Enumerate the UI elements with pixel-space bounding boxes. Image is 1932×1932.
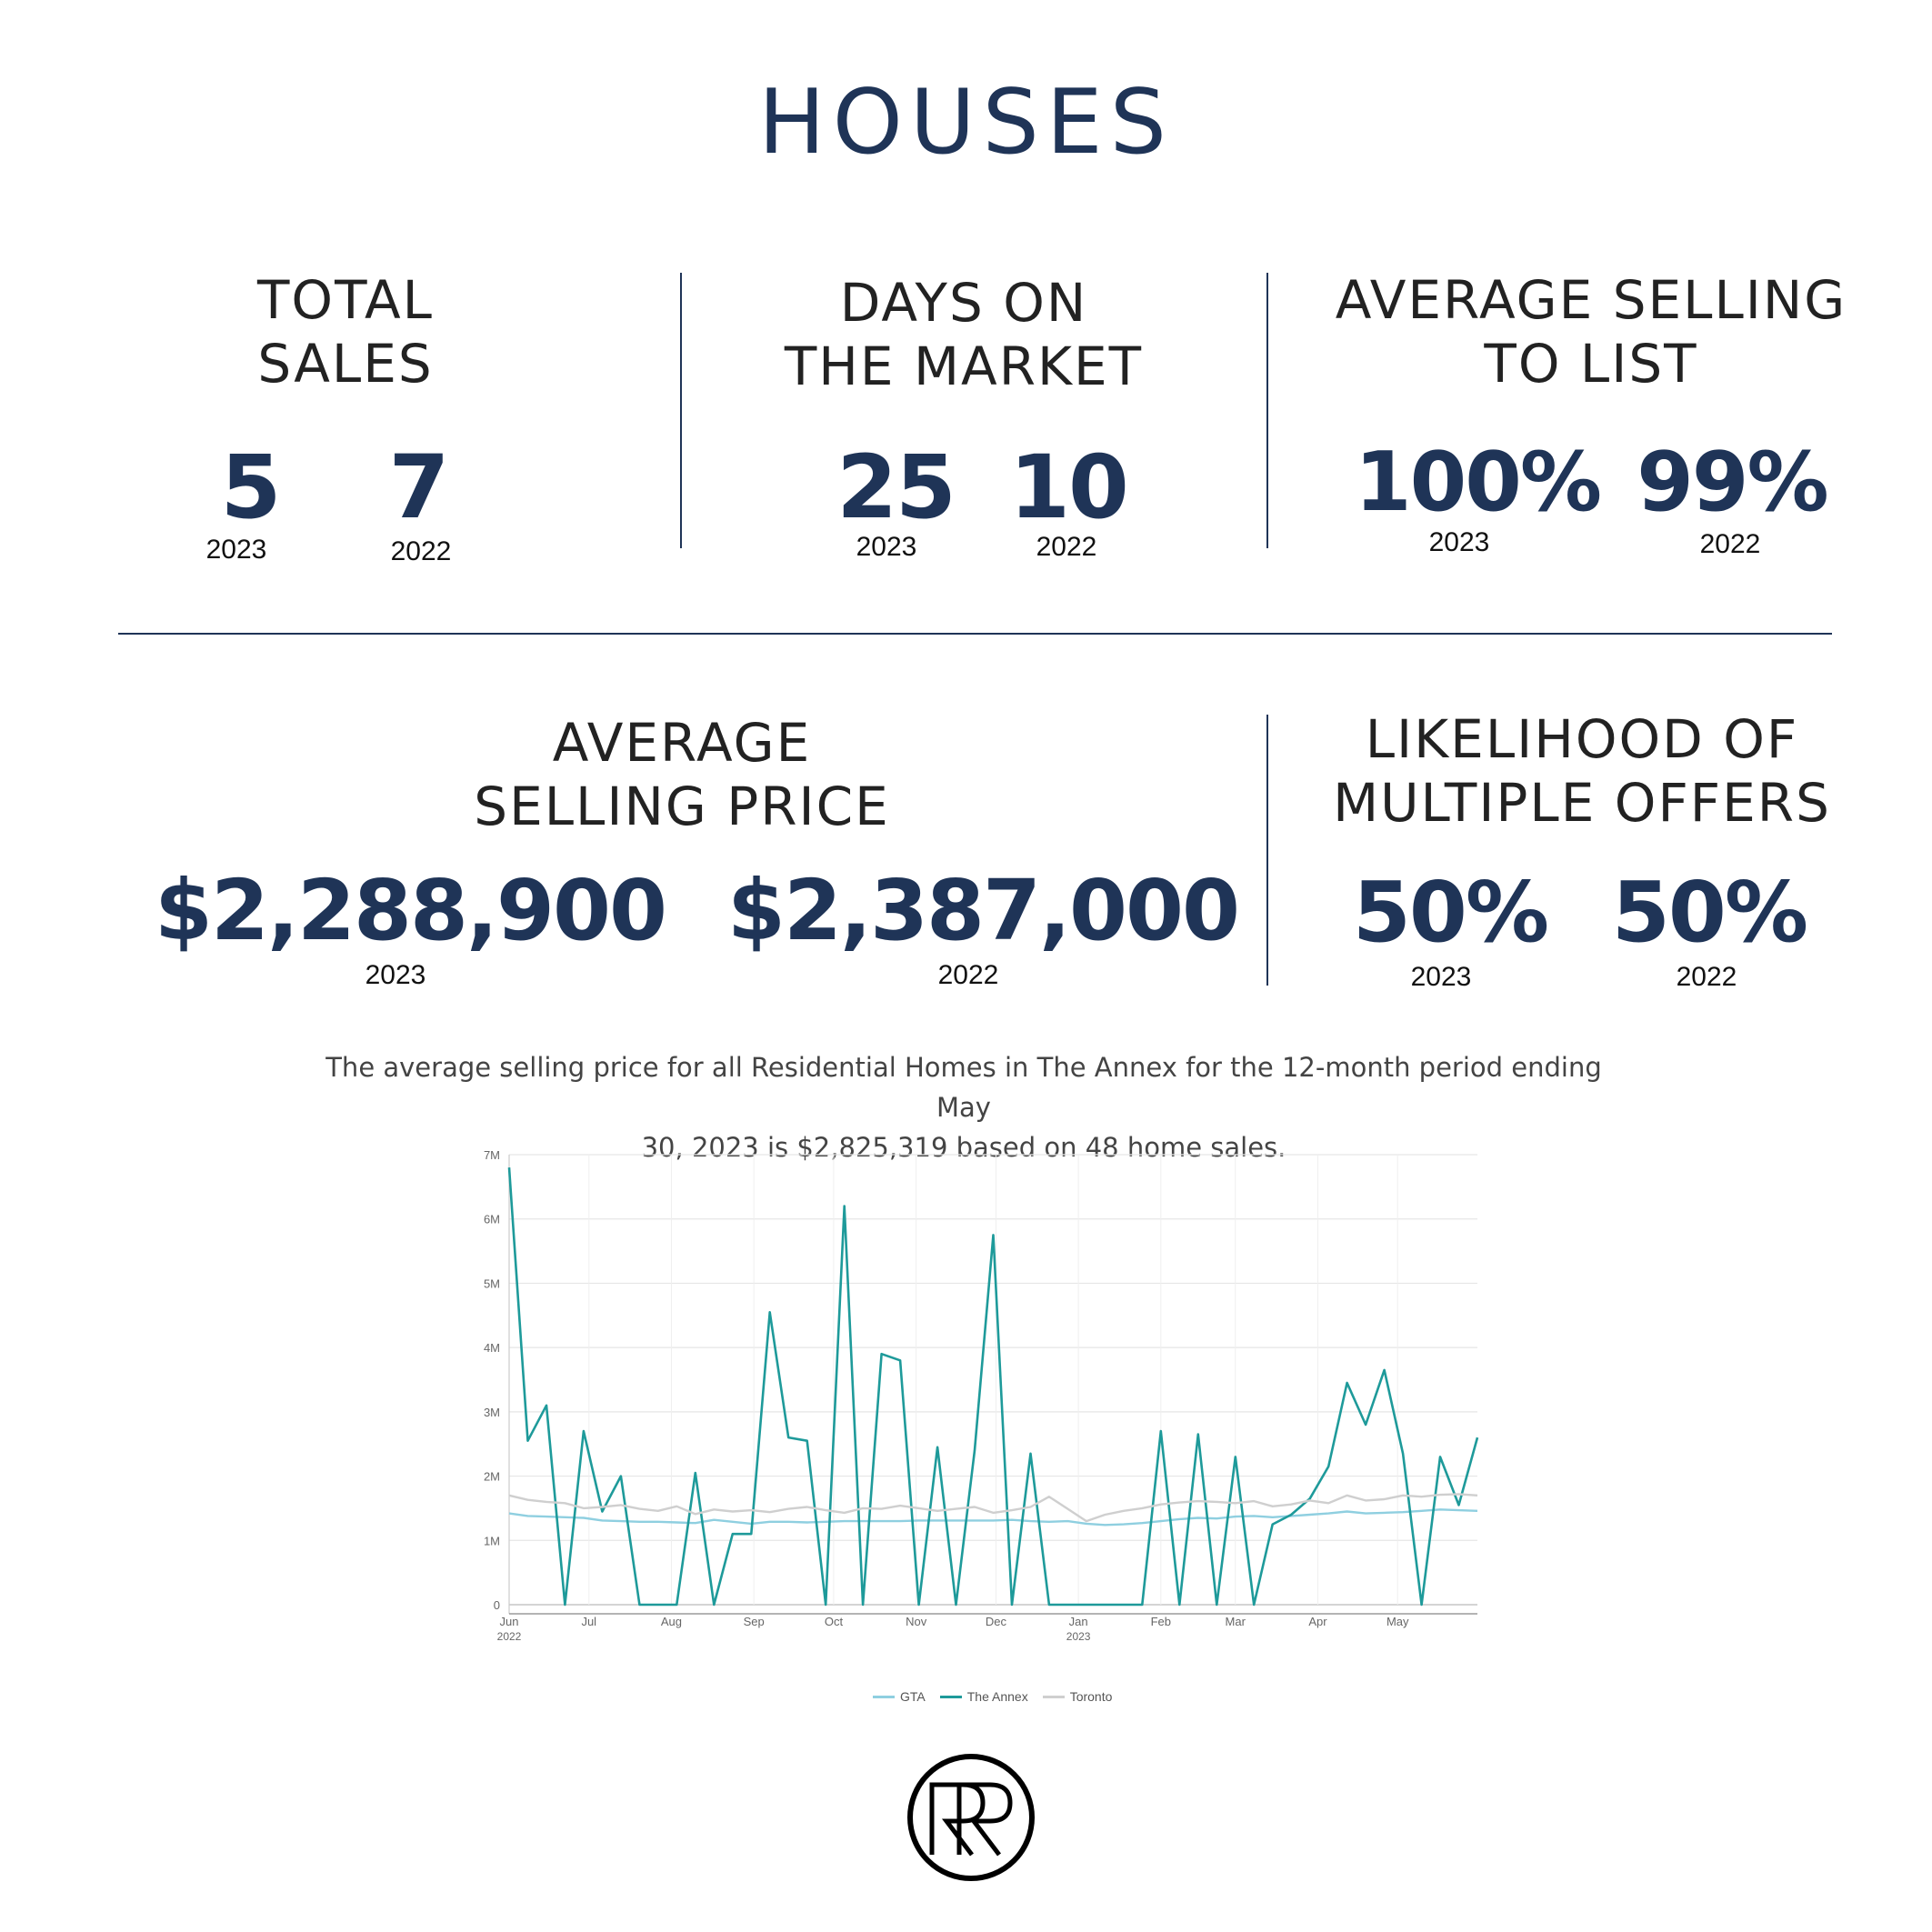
x-tick-sublabel: 2023 xyxy=(1066,1630,1091,1643)
days-on-market-2023-value: 25 xyxy=(836,436,956,538)
chart-legend: GTA The Annex Toronto xyxy=(873,1689,1112,1704)
series-line-the-annex xyxy=(507,1167,1479,1607)
multiple-offers-label-line1: LIKELIHOOD OF xyxy=(1365,708,1799,770)
y-tick-label: 1M xyxy=(484,1534,500,1547)
days-on-market-2022-value: 10 xyxy=(1009,436,1129,538)
x-tick-label: Sep xyxy=(744,1615,765,1628)
avg-selling-price-label-line1: AVERAGE xyxy=(552,712,812,774)
avg-selling-to-list-label: AVERAGE SELLING TO LIST xyxy=(1327,268,1855,395)
multiple-offers-2023-value: 50% xyxy=(1352,864,1549,961)
legend-label: The Annex xyxy=(966,1689,1028,1704)
multiple-offers-label: LIKELIHOOD OF MULTIPLE OFFERS xyxy=(1327,707,1837,835)
y-tick-label: 7M xyxy=(484,1148,500,1162)
y-tick-label: 3M xyxy=(484,1406,500,1419)
avg-selling-price-2022-value: $2,387,000 xyxy=(727,862,1240,959)
x-tick-label: Jun xyxy=(500,1615,519,1628)
multiple-offers-2022-value: 50% xyxy=(1611,864,1808,961)
x-tick-label: Dec xyxy=(986,1615,1007,1628)
days-on-market-label-line2: THE MARKET xyxy=(784,335,1144,397)
x-tick-label: Aug xyxy=(661,1615,682,1628)
chart-caption-line2: 30, 2023 is $2,825,319 based on 48 home … xyxy=(641,1132,1286,1163)
avg-selling-to-list-2022-year: 2022 xyxy=(1699,529,1761,559)
legend-label: Toronto xyxy=(1069,1689,1113,1704)
y-tick-label: 0 xyxy=(494,1598,500,1612)
total-sales-label-line1: TOTAL xyxy=(257,269,434,331)
avg-selling-price-2023-value: $2,288,900 xyxy=(155,862,667,959)
legend-item: GTA xyxy=(873,1689,926,1704)
legend-item: The Annex xyxy=(939,1689,1028,1704)
avg-selling-price-2022-year: 2022 xyxy=(937,960,999,990)
page-title: HOUSES xyxy=(758,71,1174,175)
x-tick-label: Jul xyxy=(581,1615,596,1628)
price-line-chart: 0 1M 2M 3M 4M 5M 6M 7M Jun 2022 Jul Aug Sep Oct Nov Dec… xyxy=(484,1148,1479,1643)
total-sales-label-line2: SALES xyxy=(257,333,434,395)
brand-logo-icon xyxy=(907,1754,1035,1881)
y-tick-label: 5M xyxy=(484,1276,500,1290)
multiple-offers-label-line2: MULTIPLE OFFERS xyxy=(1333,772,1831,834)
multiple-offers-2023-year: 2023 xyxy=(1410,962,1472,992)
legend-swatch xyxy=(1042,1695,1065,1698)
y-tick-label: 6M xyxy=(484,1213,500,1226)
total-sales-2022-value: 7 xyxy=(388,436,450,538)
chart-caption: The average selling price for all Reside… xyxy=(300,1047,1627,1167)
avg-selling-to-list-2023-value: 100% xyxy=(1355,435,1602,530)
days-on-market-label-line1: DAYS ON xyxy=(839,272,1088,334)
multiple-offers-2022-year: 2022 xyxy=(1676,962,1737,992)
legend-swatch xyxy=(873,1695,895,1698)
total-sales-2023-value: 5 xyxy=(220,436,282,538)
x-tick-label: Apr xyxy=(1308,1615,1327,1628)
avg-selling-to-list-2023-year: 2023 xyxy=(1428,527,1490,557)
legend-label: GTA xyxy=(900,1689,926,1704)
series-line-gta xyxy=(508,1508,1478,1527)
divider-horizontal xyxy=(118,633,1832,635)
x-tick-label: Oct xyxy=(825,1615,844,1628)
avg-selling-price-2023-year: 2023 xyxy=(365,960,426,990)
avg-selling-price-label-line2: SELLING PRICE xyxy=(474,776,890,837)
divider-vertical-2 xyxy=(1266,273,1268,548)
x-tick-sublabel: 2022 xyxy=(497,1630,522,1643)
legend-swatch xyxy=(939,1695,962,1698)
x-tick-label: May xyxy=(1386,1615,1409,1628)
divider-vertical-3 xyxy=(1266,715,1268,986)
total-sales-2023-year: 2023 xyxy=(205,535,267,565)
x-tick-label: Nov xyxy=(906,1615,927,1628)
avg-selling-to-list-2022-value: 99% xyxy=(1637,435,1828,530)
x-tick-label: Jan xyxy=(1069,1615,1088,1628)
total-sales-label: TOTAL SALES xyxy=(164,268,527,395)
days-on-market-2022-year: 2022 xyxy=(1036,532,1097,562)
total-sales-2022-year: 2022 xyxy=(390,536,452,566)
divider-vertical-1 xyxy=(680,273,682,548)
y-tick-label: 2M xyxy=(484,1470,500,1484)
days-on-market-2023-year: 2023 xyxy=(856,532,917,562)
avg-selling-to-list-label-line1: AVERAGE SELLING xyxy=(1335,269,1847,331)
days-on-market-label: DAYS ON THE MARKET xyxy=(755,271,1173,398)
chart-caption-line1: The average selling price for all Reside… xyxy=(325,1052,1602,1123)
avg-selling-price-label: AVERAGE SELLING PRICE xyxy=(445,711,918,838)
avg-selling-to-list-label-line2: TO LIST xyxy=(1484,333,1698,395)
x-tick-label: Mar xyxy=(1226,1615,1246,1628)
legend-item: Toronto xyxy=(1042,1689,1113,1704)
y-tick-label: 4M xyxy=(484,1341,500,1355)
x-tick-label: Feb xyxy=(1151,1615,1171,1628)
series-line-toronto xyxy=(508,1493,1478,1523)
